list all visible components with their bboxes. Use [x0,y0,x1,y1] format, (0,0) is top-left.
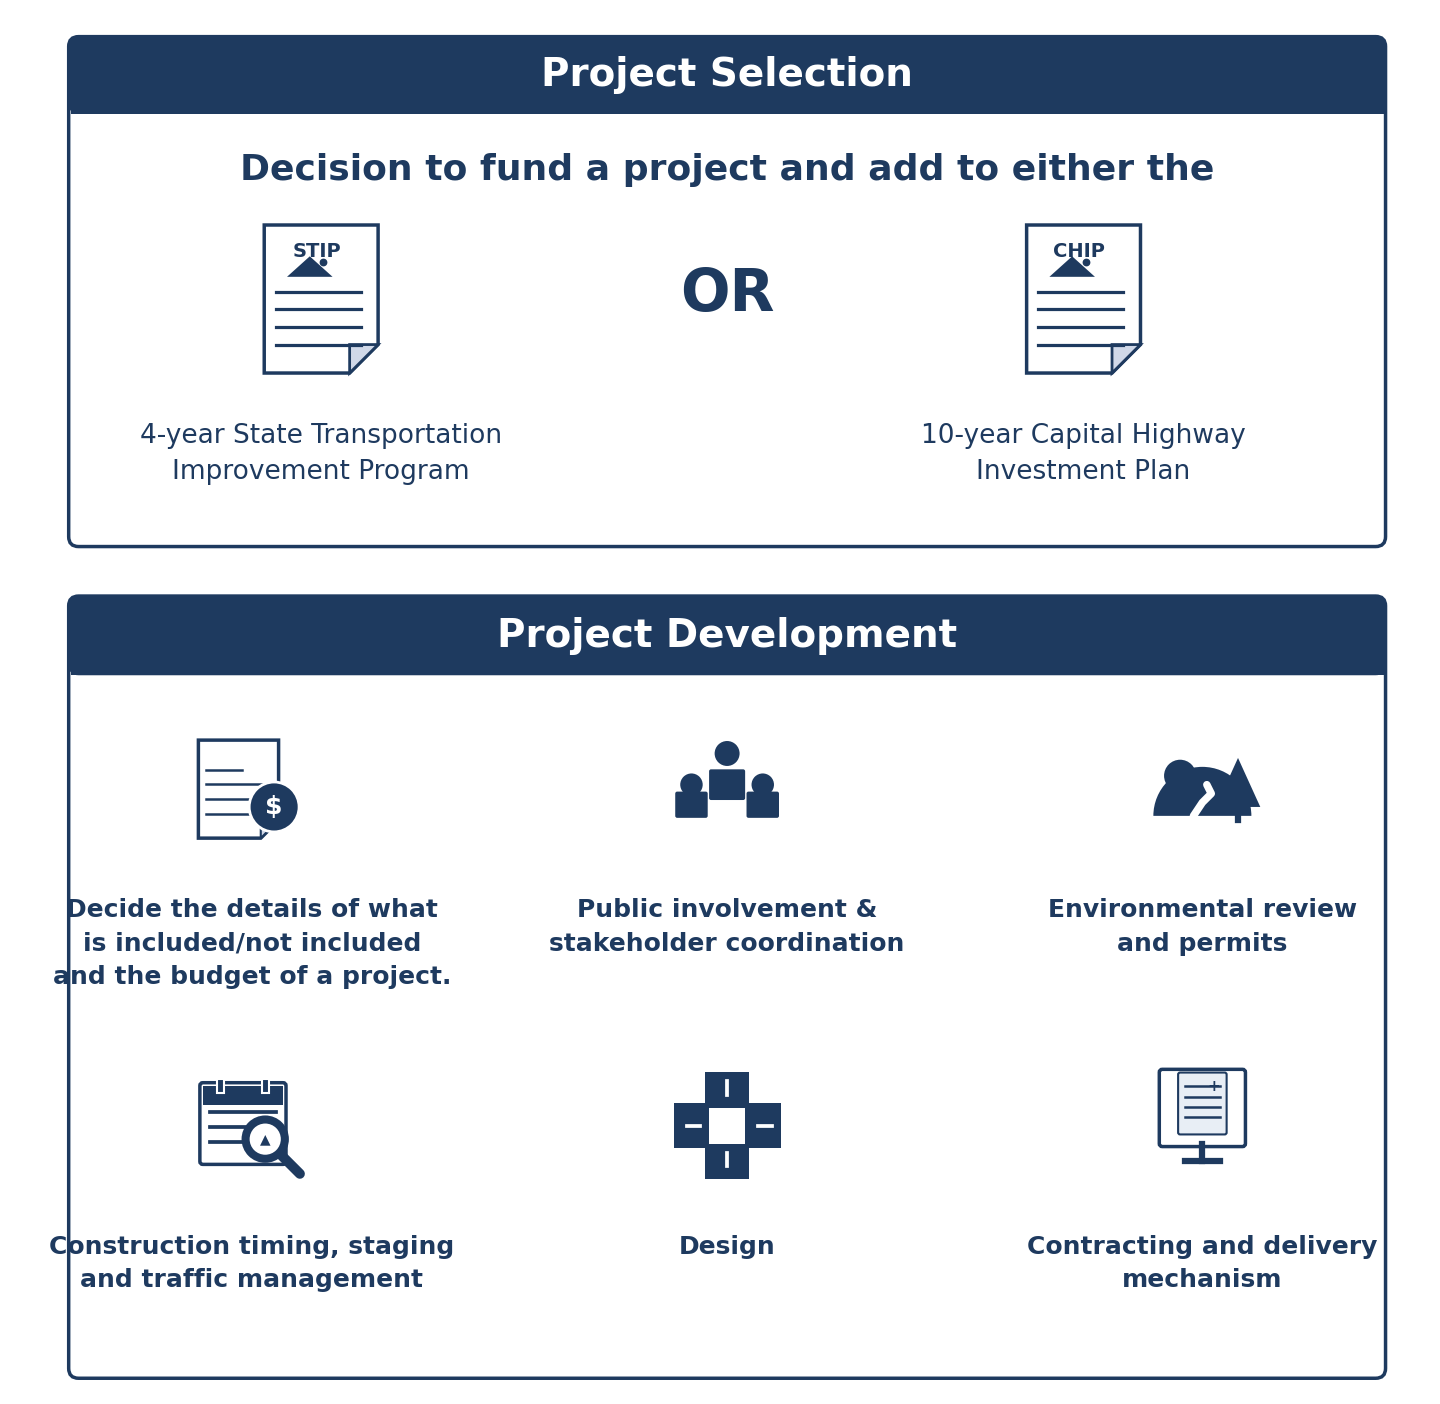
Bar [217,1078,225,1092]
Bar [704,1073,749,1179]
Text: ▲: ▲ [259,1132,271,1146]
Bar [674,1104,780,1148]
Text: Decision to fund a project and add to either the: Decision to fund a project and add to ei… [240,153,1214,187]
Circle shape [1164,760,1197,792]
Bar [262,1078,269,1092]
Polygon shape [350,344,379,373]
Bar [71,656,1384,675]
Text: Design: Design [678,1234,776,1258]
Text: Construction timing, staging
and traffic management: Construction timing, staging and traffic… [49,1234,455,1292]
Text: Decide the details of what
is included/not included
and the budget of a project.: Decide the details of what is included/n… [53,899,451,988]
Text: +: + [1208,1078,1220,1094]
Text: CHIP: CHIP [1053,241,1106,261]
FancyBboxPatch shape [746,792,779,819]
Circle shape [249,1123,281,1154]
Wedge shape [1153,767,1251,816]
FancyBboxPatch shape [69,37,1385,114]
Circle shape [714,741,740,767]
FancyBboxPatch shape [200,1082,287,1164]
FancyBboxPatch shape [708,769,744,800]
Circle shape [249,782,300,833]
FancyBboxPatch shape [1178,1073,1227,1134]
Bar [203,1085,284,1105]
FancyBboxPatch shape [1159,1070,1246,1147]
Text: 4-year State Transportation
Improvement Program: 4-year State Transportation Improvement … [140,423,503,484]
Text: STIP: STIP [292,241,341,261]
Polygon shape [1050,257,1094,277]
Text: Public involvement &
stakeholder coordination: Public involvement & stakeholder coordin… [550,899,904,956]
Polygon shape [199,740,278,838]
Text: OR: OR [680,265,775,323]
Polygon shape [264,225,379,373]
Circle shape [752,774,773,796]
Polygon shape [1027,225,1140,373]
Polygon shape [261,820,278,838]
Polygon shape [287,257,333,277]
Bar [71,94,1384,114]
FancyBboxPatch shape [69,37,1385,546]
FancyBboxPatch shape [69,597,1385,675]
Circle shape [243,1116,288,1161]
Polygon shape [1215,758,1260,807]
Text: Project Selection: Project Selection [541,56,913,94]
FancyBboxPatch shape [69,597,1385,1379]
Polygon shape [1112,344,1140,373]
Text: 10-year Capital Highway
Investment Plan: 10-year Capital Highway Investment Plan [922,423,1246,484]
Text: Environmental review
and permits: Environmental review and permits [1048,899,1356,956]
Text: Project Development: Project Development [497,616,958,654]
Bar [710,1108,744,1144]
Circle shape [680,774,703,796]
FancyBboxPatch shape [675,792,707,819]
Text: $: $ [265,795,282,819]
Text: Contracting and delivery
mechanism: Contracting and delivery mechanism [1027,1234,1378,1292]
